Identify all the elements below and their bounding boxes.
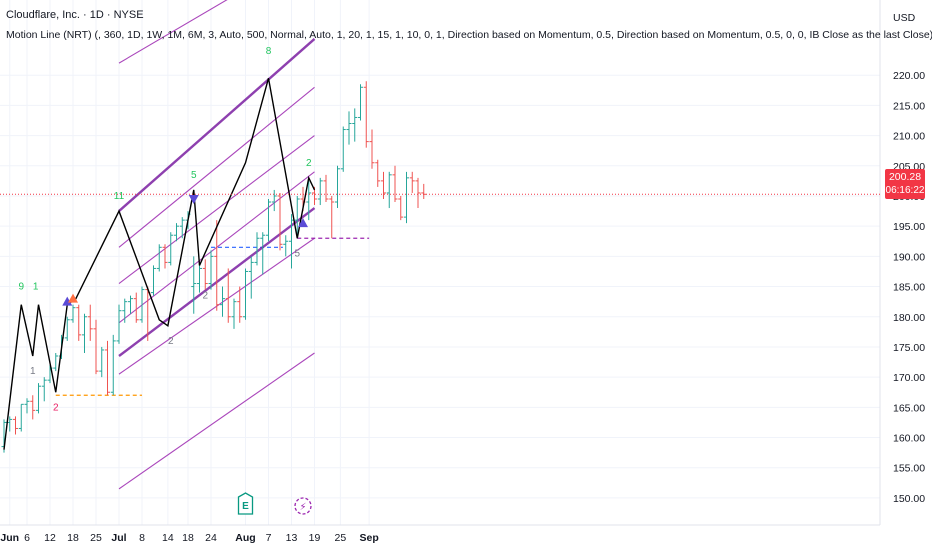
last-price-value: 200.28: [888, 171, 922, 183]
pivot-label: 1: [30, 366, 36, 377]
x-tick-label: 24: [205, 532, 217, 544]
pivot-label: 2: [306, 158, 312, 169]
motion-line: [3, 78, 316, 450]
pivot-label: 11: [114, 191, 125, 202]
x-tick-label: 18: [182, 532, 194, 544]
currency-label[interactable]: USD: [893, 12, 916, 24]
channel-line: [118, 38, 316, 212]
bar-countdown: 06:16:22: [885, 185, 925, 196]
x-tick-label: 12: [44, 532, 56, 544]
channel-line: [118, 135, 315, 284]
x-tick-label: Sep: [359, 532, 378, 544]
x-tick-label: Jul: [111, 532, 126, 544]
candlesticks: [1, 81, 427, 453]
x-tick-label: 25: [90, 532, 102, 544]
x-tick-label: 14: [162, 532, 174, 544]
x-tick-label: Aug: [235, 532, 255, 544]
y-tick-label: 165.00: [893, 402, 925, 414]
last-price-badge: 200.28 06:16:22: [885, 169, 925, 199]
y-tick-label: 215.00: [893, 100, 925, 112]
x-tick-label: 19: [309, 532, 321, 544]
y-tick-label: 170.00: [893, 372, 925, 384]
x-tick-label: 13: [286, 532, 298, 544]
pivot-label: 2: [53, 402, 59, 413]
y-tick-label: 180.00: [893, 312, 925, 324]
y-tick-label: 155.00: [893, 463, 925, 475]
x-tick-label: 7: [266, 532, 272, 544]
x-tick-label: Jun: [0, 532, 19, 544]
pivot-label: 9: [18, 282, 24, 293]
motion-line-path: [3, 78, 316, 450]
pivot-label: 8: [266, 46, 272, 57]
support-lines: [55, 237, 370, 396]
y-tick-label: 210.00: [893, 131, 925, 143]
earnings-icon: [237, 492, 254, 515]
x-tick-label: 18: [67, 532, 79, 544]
x-tick-label: 6: [24, 532, 30, 544]
y-tick-label: 150.00: [893, 493, 925, 505]
x-tick-label: 25: [335, 532, 347, 544]
indicator-legend[interactable]: Motion Line (NRT) (, 360, 1D, 1W, 1M, 6M…: [6, 29, 932, 41]
y-tick-label: 195.00: [893, 221, 925, 233]
chart-grid: [0, 0, 881, 526]
pivot-label: 5: [191, 170, 197, 181]
channel-line: [118, 0, 228, 64]
pivot-label: 2: [202, 291, 208, 302]
channel-line-lower: [118, 352, 315, 490]
triangle-up-marker: [62, 296, 73, 306]
dividend-icon-label: ⚡: [299, 502, 306, 513]
triangle-up-marker: [298, 218, 308, 228]
triangle-down-marker: [188, 194, 199, 204]
chart-markers[interactable]: E ⚡: [62, 194, 312, 515]
y-tick-label: 160.00: [893, 433, 925, 445]
y-tick-label: 185.00: [893, 282, 925, 294]
x-tick-label: 8: [139, 532, 145, 544]
y-tick-label: 175.00: [893, 342, 925, 354]
earnings-icon-label: E: [242, 501, 249, 512]
triangle-up-marker: [68, 293, 78, 303]
pivot-label: 1: [33, 282, 39, 293]
axis-ticks: 220.00215.00210.00205.00200.00195.00190.…: [0, 70, 925, 544]
symbol-title[interactable]: Cloudflare, Inc. · 1D · NYSE: [6, 9, 144, 21]
channel-line: [118, 86, 315, 248]
pivot-label: 2: [168, 336, 174, 347]
dividend-icon: [294, 497, 312, 515]
y-tick-label: 220.00: [893, 70, 925, 82]
pivot-label: 5: [294, 248, 300, 259]
y-tick-label: 190.00: [893, 251, 925, 263]
